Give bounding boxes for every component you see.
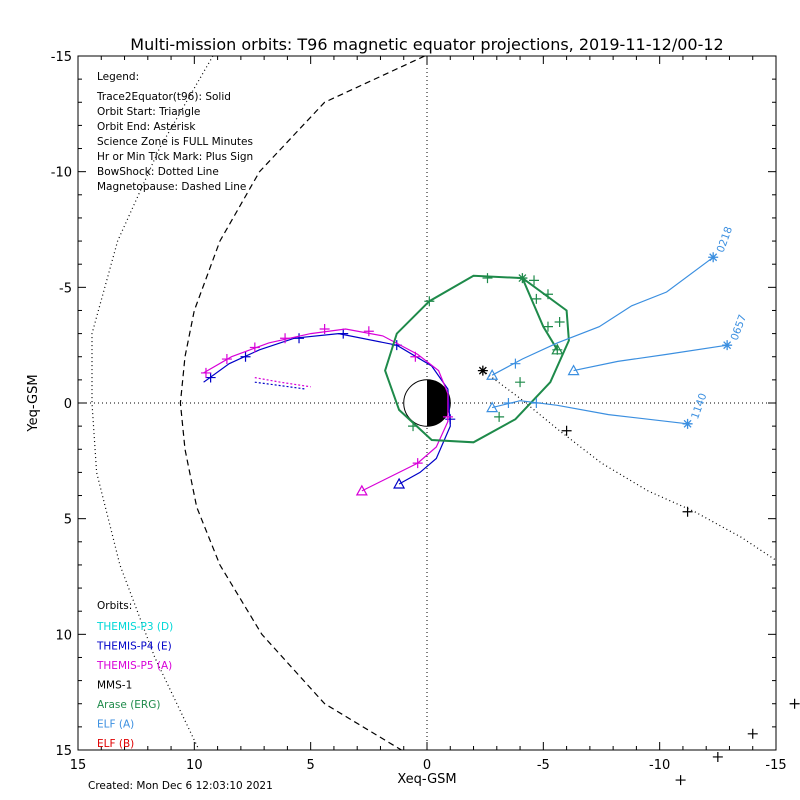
orbit-start-triangle — [486, 401, 499, 413]
orbit-tick-mark — [531, 398, 542, 408]
orbit-tick-mark — [682, 506, 693, 517]
y-tick-label: 5 — [64, 513, 72, 528]
orbit-start-triangle — [567, 364, 580, 376]
orbit-end-asterisk — [477, 365, 488, 376]
orbit-legend-entry: ELF (A) — [97, 719, 134, 731]
orbit-tick-mark — [338, 328, 349, 339]
earth — [403, 379, 451, 427]
x-tick-label: -10 — [649, 758, 670, 773]
orbit-line — [491, 256, 714, 376]
x-tick-label: -15 — [765, 758, 786, 773]
y-axis-label: Yeq-GSM — [26, 374, 41, 432]
y-tick-label: 10 — [55, 628, 72, 643]
orbit-legend-entry: MMS-1 — [97, 680, 132, 692]
earth-night-side — [427, 379, 451, 427]
orbit-end-asterisk — [722, 340, 733, 351]
orbit-line — [203, 328, 449, 492]
elf-time-label: 1140 — [689, 392, 709, 421]
legend: Legend: Trace2Equator(t96): Solid Orbit … — [96, 71, 253, 193]
orbit-line — [573, 344, 728, 372]
orbit-line — [254, 377, 311, 388]
x-tick-label: 5 — [307, 758, 315, 773]
orbit-tick-mark — [408, 421, 419, 432]
orbit-tick-mark — [445, 414, 456, 425]
orbit-legend-entry: THEMIS-P3 (D) — [96, 621, 173, 633]
orbit-tick-mark — [482, 273, 493, 284]
orbit-start-triangle — [486, 369, 499, 380]
legend-line: Hr or Min Tick Mark: Plus Sign — [97, 151, 253, 163]
legend-line: Orbit Start: Triangle — [97, 106, 200, 118]
x-tick-label: -5 — [537, 758, 550, 773]
orbit-tick-mark — [675, 775, 686, 786]
orbit-tick-mark — [503, 398, 514, 408]
orbit-start-triangle — [355, 484, 368, 496]
orbit-tick-mark — [240, 351, 251, 362]
orbit-tick-mark — [542, 321, 553, 332]
orbit-tick-mark — [294, 333, 305, 344]
bowshock-line — [91, 56, 214, 750]
orbit-end-asterisk — [517, 273, 528, 284]
orbit-series: 0218 0657 1140 — [200, 225, 776, 561]
orbit-start-triangle — [551, 343, 564, 355]
orbit-tick-mark — [412, 458, 423, 469]
orbits-heading: Orbits: — [97, 600, 132, 612]
orbit-end-asterisk — [682, 418, 693, 429]
legend-line: Trace2Equator(t96): Solid — [96, 91, 231, 103]
legend-heading: Legend: — [97, 71, 139, 83]
orbit-line — [254, 381, 307, 390]
orbit-start-triangle — [393, 477, 406, 489]
created-timestamp: Created: Mon Dec 6 12:03:10 2021 — [88, 780, 273, 792]
orbit-tick-mark — [319, 323, 330, 334]
orbit-tick-mark — [280, 333, 291, 344]
orbit-legend-entry: THEMIS-P5 (A) — [96, 660, 172, 672]
orbit-tick-mark — [200, 367, 211, 378]
orbit-tick-mark — [529, 275, 540, 286]
orbit-tick-mark — [205, 372, 216, 383]
orbit-legend-entry: ELF (B) — [97, 738, 134, 750]
orbit-tick-mark — [424, 296, 435, 307]
legend-line: Magnetopause: Dashed Line — [97, 181, 246, 193]
orbit-tick-mark — [561, 425, 572, 436]
orbit-line — [482, 370, 776, 561]
orbit-tick-mark — [249, 342, 260, 353]
legend-line: Science Zone is FULL Minutes — [97, 136, 253, 148]
orbit-tick-mark — [554, 317, 565, 328]
x-tick-label: 15 — [70, 758, 87, 773]
orbit-line — [384, 274, 570, 444]
orbit-tick-mark — [789, 698, 800, 709]
elf-time-label: 0657 — [729, 313, 749, 342]
magnetopause-line — [179, 56, 425, 750]
y-tick-label: -5 — [59, 281, 72, 296]
legend-line: Orbit End: Asterisk — [97, 121, 196, 133]
orbit-legend-entry: THEMIS-P4 (E) — [96, 641, 172, 653]
x-tick-label: 0 — [423, 758, 431, 773]
boundaries — [91, 56, 425, 750]
x-tick-label: 10 — [186, 758, 203, 773]
orbit-tick-mark — [410, 351, 421, 362]
orbit-tick-mark — [442, 411, 453, 422]
orbit-tick-mark — [221, 354, 232, 365]
orbits-legend: Orbits: THEMIS-P3 (D) THEMIS-P4 (E) THEMIS… — [96, 600, 173, 750]
chart-title: Multi-mission orbits: T96 magnetic equat… — [130, 35, 723, 54]
orbit-tick-mark — [531, 293, 542, 304]
y-tick-label: 0 — [64, 397, 72, 412]
orbit-tick-mark — [510, 358, 521, 369]
orbit-tick-mark — [515, 377, 526, 388]
orbit-tick-mark — [712, 751, 723, 762]
y-tick-label: 15 — [55, 744, 72, 759]
y-tick-label: -10 — [51, 166, 72, 181]
orbit-tick-mark — [494, 411, 505, 422]
elf-time-label: 0218 — [715, 225, 735, 254]
orbit-tick-mark — [363, 326, 374, 337]
orbit-end-asterisk — [708, 252, 719, 263]
y-tick-label: -15 — [51, 50, 72, 65]
x-axis-label: Xeq-GSM — [397, 772, 456, 787]
orbit-tick-mark — [542, 289, 553, 300]
orbit-tick-mark — [747, 728, 758, 739]
legend-line: BowShock: Dotted Line — [97, 166, 219, 178]
axes: 15 10 5 0 -5 -10 -15 -15 -10 -5 0 5 10 15 — [51, 50, 787, 773]
orbit-legend-entry: Arase (ERG) — [97, 699, 160, 711]
